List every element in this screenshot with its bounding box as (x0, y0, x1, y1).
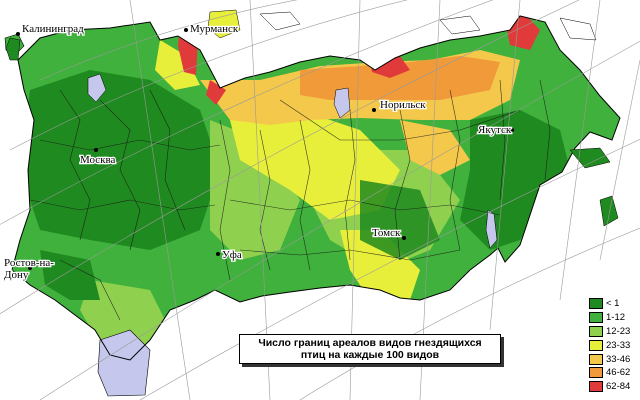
city-norilsk: Норильск (372, 98, 427, 112)
legend-item: 46-62 (589, 366, 637, 380)
region-borders (29, 79, 551, 321)
city-label: Якутск (478, 124, 512, 136)
city-yakutsk: Якутск (477, 123, 514, 137)
city-kaliningrad: Калининград (16, 22, 85, 36)
legend-swatch (589, 353, 603, 365)
legend-item: 23-33 (589, 338, 637, 352)
legend-item: 33-46 (589, 352, 637, 366)
legend-label: 62-84 (606, 381, 631, 393)
city-moskva: Москва (79, 148, 117, 167)
legend-item: < 1 (589, 297, 637, 311)
city-label-line2: Дону (4, 269, 29, 281)
legend-swatch (589, 312, 603, 324)
city-label: Калининград (22, 23, 84, 35)
caption-line-2: птиц на каждые 100 видов (300, 349, 440, 361)
legend-label: 33-46 (606, 353, 631, 365)
legend-swatch (589, 381, 603, 393)
color-legend: < 1 1-12 12-23 23-33 33-46 46-62 62-84 (589, 297, 637, 394)
city-label: Мурманск (190, 23, 239, 35)
city-label: Норильск (380, 99, 426, 111)
legend-item: 12-23 (589, 325, 637, 339)
city-label: Уфа (222, 249, 242, 261)
legend-label: 23-33 (606, 339, 631, 351)
city-murmansk: Мурманск (184, 22, 240, 36)
city-label-line1: Ростов-на- (4, 257, 54, 269)
legend-swatch (589, 367, 603, 379)
legend-label: 12-23 (606, 325, 631, 337)
city-rostov: Ростов-на- Дону (3, 256, 56, 283)
lake-taymyr (333, 87, 351, 119)
legend-swatch (589, 325, 603, 337)
legend-item: 1-12 (589, 311, 637, 325)
legend-label: < 1 (606, 298, 620, 310)
city-tomsk: Томск (371, 226, 406, 240)
russia-outline (11, 15, 621, 361)
city-label: Томск (372, 227, 401, 239)
lake-ladoga (87, 73, 107, 103)
legend-label: 46-62 (606, 367, 631, 379)
legend-label: 1-12 (606, 312, 626, 324)
caspian-sea (97, 329, 151, 397)
islands (5, 9, 619, 227)
legend-swatch (589, 339, 603, 351)
legend-item: 62-84 (589, 380, 637, 394)
caption-line-1: Число границ ареалов видов гнездящихся (258, 337, 482, 349)
city-ufa: Уфа (216, 248, 243, 262)
map-caption: Число границ ареалов видов гнездящихся п… (239, 334, 501, 364)
legend-swatch (589, 298, 603, 310)
city-label: Москва (80, 154, 116, 166)
